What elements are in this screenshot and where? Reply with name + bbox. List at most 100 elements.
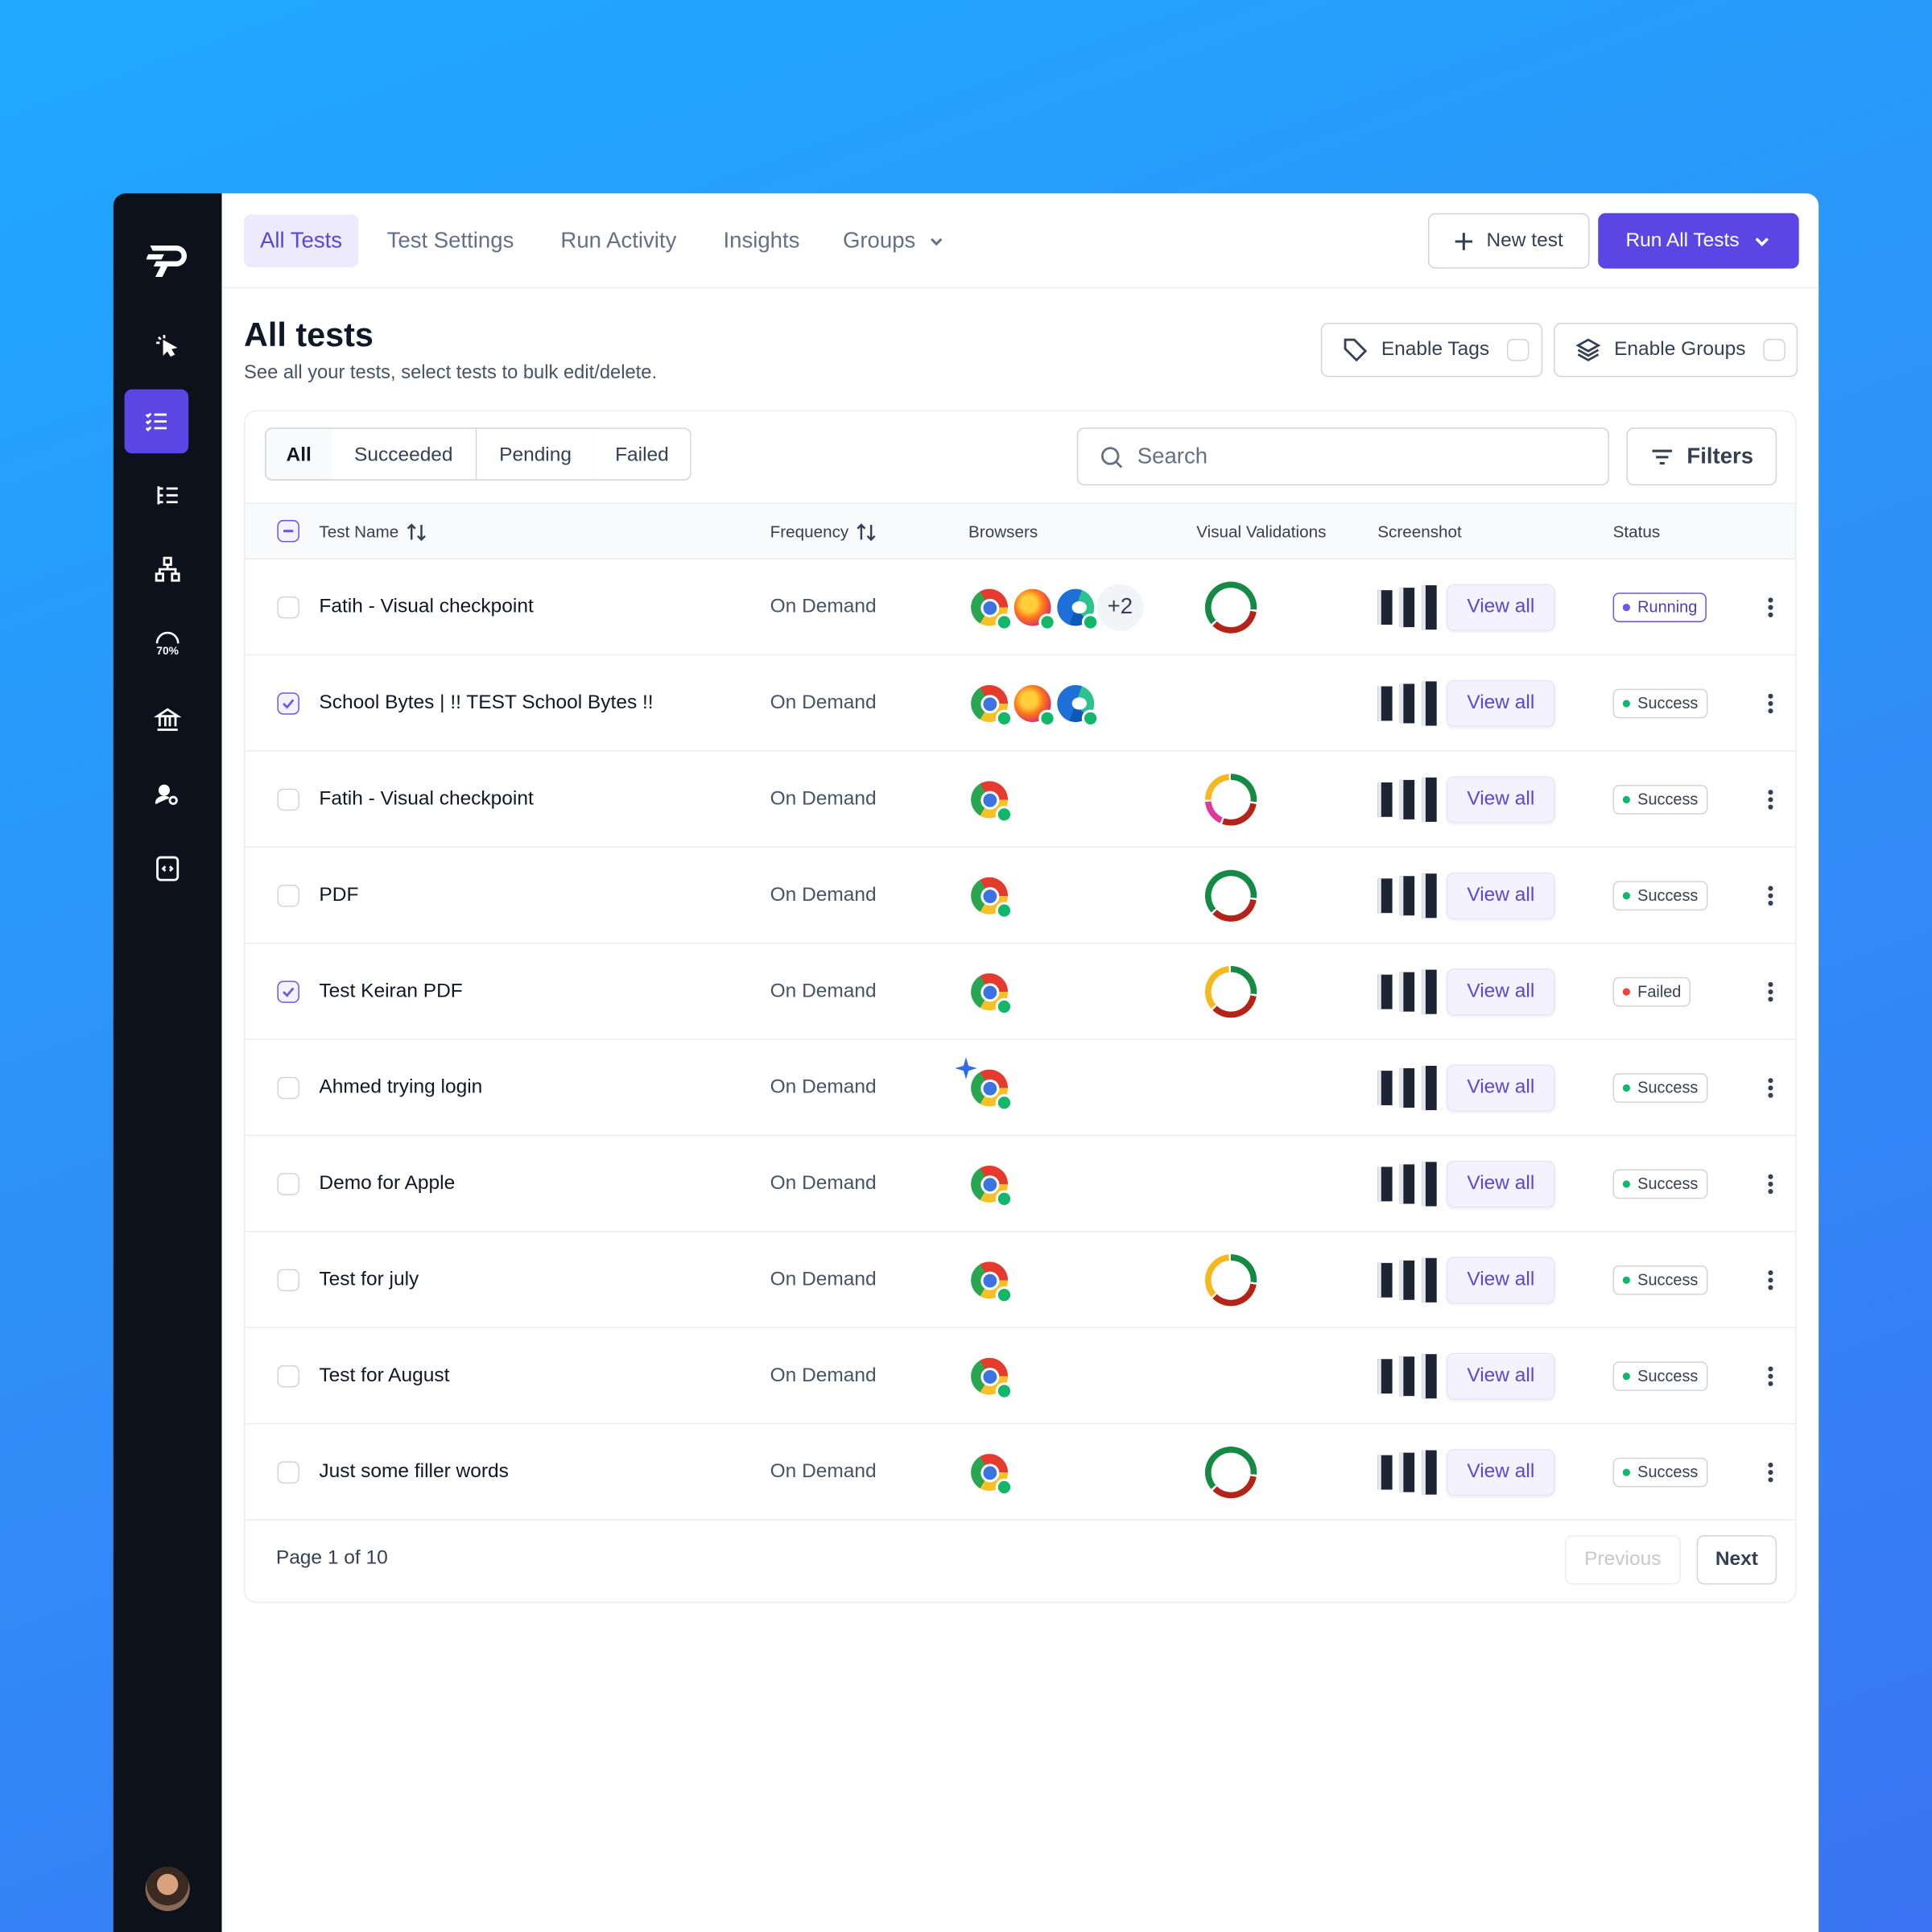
browsers-cell — [971, 848, 1014, 943]
column-header[interactable]: Test Name — [319, 504, 426, 560]
row-checkbox[interactable] — [277, 691, 299, 714]
table-row: School Bytes | !! TEST School Bytes !! On… — [245, 655, 1796, 752]
screenshot-thumb — [1399, 683, 1415, 723]
row-checkbox[interactable] — [277, 884, 299, 906]
visual-cell — [1204, 943, 1257, 1038]
nav-tab[interactable]: Test Settings — [386, 228, 514, 253]
button-label: Filters — [1686, 444, 1754, 469]
view-all-button[interactable]: View all — [1446, 679, 1555, 727]
filter-tab[interactable]: Pending — [477, 427, 596, 481]
row-menu[interactable] — [1765, 1232, 1775, 1327]
nav-recorder[interactable] — [146, 324, 190, 369]
screenshot-cell: View all — [1377, 1136, 1555, 1231]
checkbox[interactable] — [1762, 338, 1785, 361]
checkbox-cell — [277, 943, 299, 1038]
nav-library[interactable] — [146, 697, 190, 741]
column-header: Screenshot — [1377, 504, 1462, 560]
view-all-button[interactable]: View all — [1446, 1160, 1555, 1208]
row-menu[interactable] — [1765, 752, 1775, 847]
row-checkbox[interactable] — [277, 1172, 299, 1195]
row-menu[interactable] — [1765, 943, 1775, 1038]
status-dot — [1622, 987, 1630, 995]
nav-tab[interactable]: All Tests — [244, 214, 358, 268]
row-checkbox[interactable] — [277, 1364, 299, 1387]
status-badge: Success — [1612, 1072, 1708, 1103]
layers-icon — [1575, 338, 1601, 361]
column-label: Frequency — [770, 522, 849, 541]
browser-icon — [1057, 588, 1100, 630]
nav-tab[interactable]: Insights — [723, 228, 800, 253]
status-cell: Success — [1612, 1232, 1708, 1327]
page-title: All tests — [244, 316, 374, 354]
visual-cell — [1204, 848, 1257, 943]
table-row: Just some filler words On Demand View all S… — [245, 1424, 1796, 1521]
status-label: Running — [1637, 597, 1698, 617]
nav-tab-groups[interactable]: Groups — [827, 214, 961, 267]
main-panel: All Tests Test Settings Run Activity Ins… — [221, 193, 1819, 1932]
previous-button[interactable]: Previous — [1564, 1535, 1681, 1585]
enable-tags-toggle[interactable]: Enable Tags — [1320, 323, 1543, 378]
column-label: Visual Validations — [1196, 522, 1327, 541]
row-menu[interactable] — [1765, 1136, 1775, 1231]
search-input[interactable]: Search — [1076, 427, 1609, 486]
nav-tab[interactable]: Run Activity — [560, 228, 677, 253]
row-menu[interactable] — [1765, 848, 1775, 943]
filters-button[interactable]: Filters — [1626, 427, 1777, 486]
view-all-button[interactable]: View all — [1446, 1256, 1555, 1303]
screenshot-cell: View all — [1377, 1232, 1555, 1327]
nav-tests-active[interactable] — [124, 389, 189, 454]
avatar[interactable] — [145, 1866, 190, 1911]
nav-tab-label: Groups — [842, 228, 916, 253]
frequency: On Demand — [770, 596, 877, 617]
row-checkbox[interactable] — [277, 787, 299, 811]
column-label: Test Name — [319, 522, 399, 541]
new-test-button[interactable]: New test — [1427, 213, 1590, 269]
row-checkbox[interactable] — [277, 1268, 299, 1291]
view-all-button[interactable]: View all — [1446, 968, 1555, 1015]
table-row: PDF On Demand View all Success — [245, 848, 1796, 944]
row-menu[interactable] — [1765, 559, 1775, 654]
enable-groups-toggle[interactable]: Enable Groups — [1554, 323, 1798, 378]
next-button[interactable]: Next — [1696, 1535, 1777, 1585]
nav-gauge[interactable]: 70% — [146, 621, 190, 665]
view-all-button[interactable]: View all — [1446, 775, 1555, 823]
status-label: Success — [1637, 1174, 1699, 1193]
page-indicator: Page 1 of 10 — [275, 1547, 388, 1569]
browser-status-dot — [995, 1286, 1013, 1303]
row-menu[interactable] — [1765, 1328, 1775, 1423]
screenshot-thumb — [1399, 1451, 1415, 1492]
browser-status-dot — [995, 613, 1013, 630]
row-menu[interactable] — [1765, 1040, 1775, 1135]
nav-sitemap[interactable] — [146, 547, 190, 592]
select-all-checkbox[interactable] — [277, 519, 299, 543]
logo — [146, 239, 190, 283]
filter-tab[interactable]: All — [265, 427, 333, 481]
kebab-icon — [1768, 1373, 1773, 1378]
nav-code[interactable] — [146, 847, 190, 891]
view-all-button[interactable]: View all — [1446, 583, 1555, 630]
kebab-icon — [1768, 796, 1773, 802]
test-name: Ahmed trying login — [319, 1075, 483, 1098]
row-menu[interactable] — [1765, 655, 1775, 750]
row-checkbox[interactable] — [277, 596, 299, 618]
nav-users[interactable] — [146, 773, 190, 817]
nav-steps[interactable] — [146, 473, 190, 518]
column-header[interactable]: Frequency — [770, 504, 876, 560]
row-checkbox[interactable] — [277, 1075, 299, 1099]
checkbox[interactable] — [1506, 338, 1530, 361]
screenshot-thumb — [1422, 1161, 1437, 1206]
view-all-button[interactable]: View all — [1446, 871, 1555, 919]
run-all-button[interactable]: Run All Tests — [1598, 213, 1799, 269]
view-all-button[interactable]: View all — [1446, 1063, 1555, 1111]
row-checkbox[interactable] — [277, 980, 299, 1003]
filter-tab[interactable]: Failed — [593, 427, 691, 481]
view-all-button[interactable]: View all — [1446, 1448, 1555, 1496]
row-menu[interactable] — [1765, 1424, 1775, 1519]
browser-status-dot — [995, 805, 1013, 823]
browser-status-dot — [1081, 613, 1100, 630]
view-all-button[interactable]: View all — [1446, 1352, 1555, 1400]
row-checkbox[interactable] — [277, 1460, 299, 1484]
filter-tab[interactable]: Succeeded — [331, 427, 477, 481]
status-cell: Success — [1612, 848, 1708, 943]
browsers-cell: +2 — [971, 559, 1144, 654]
